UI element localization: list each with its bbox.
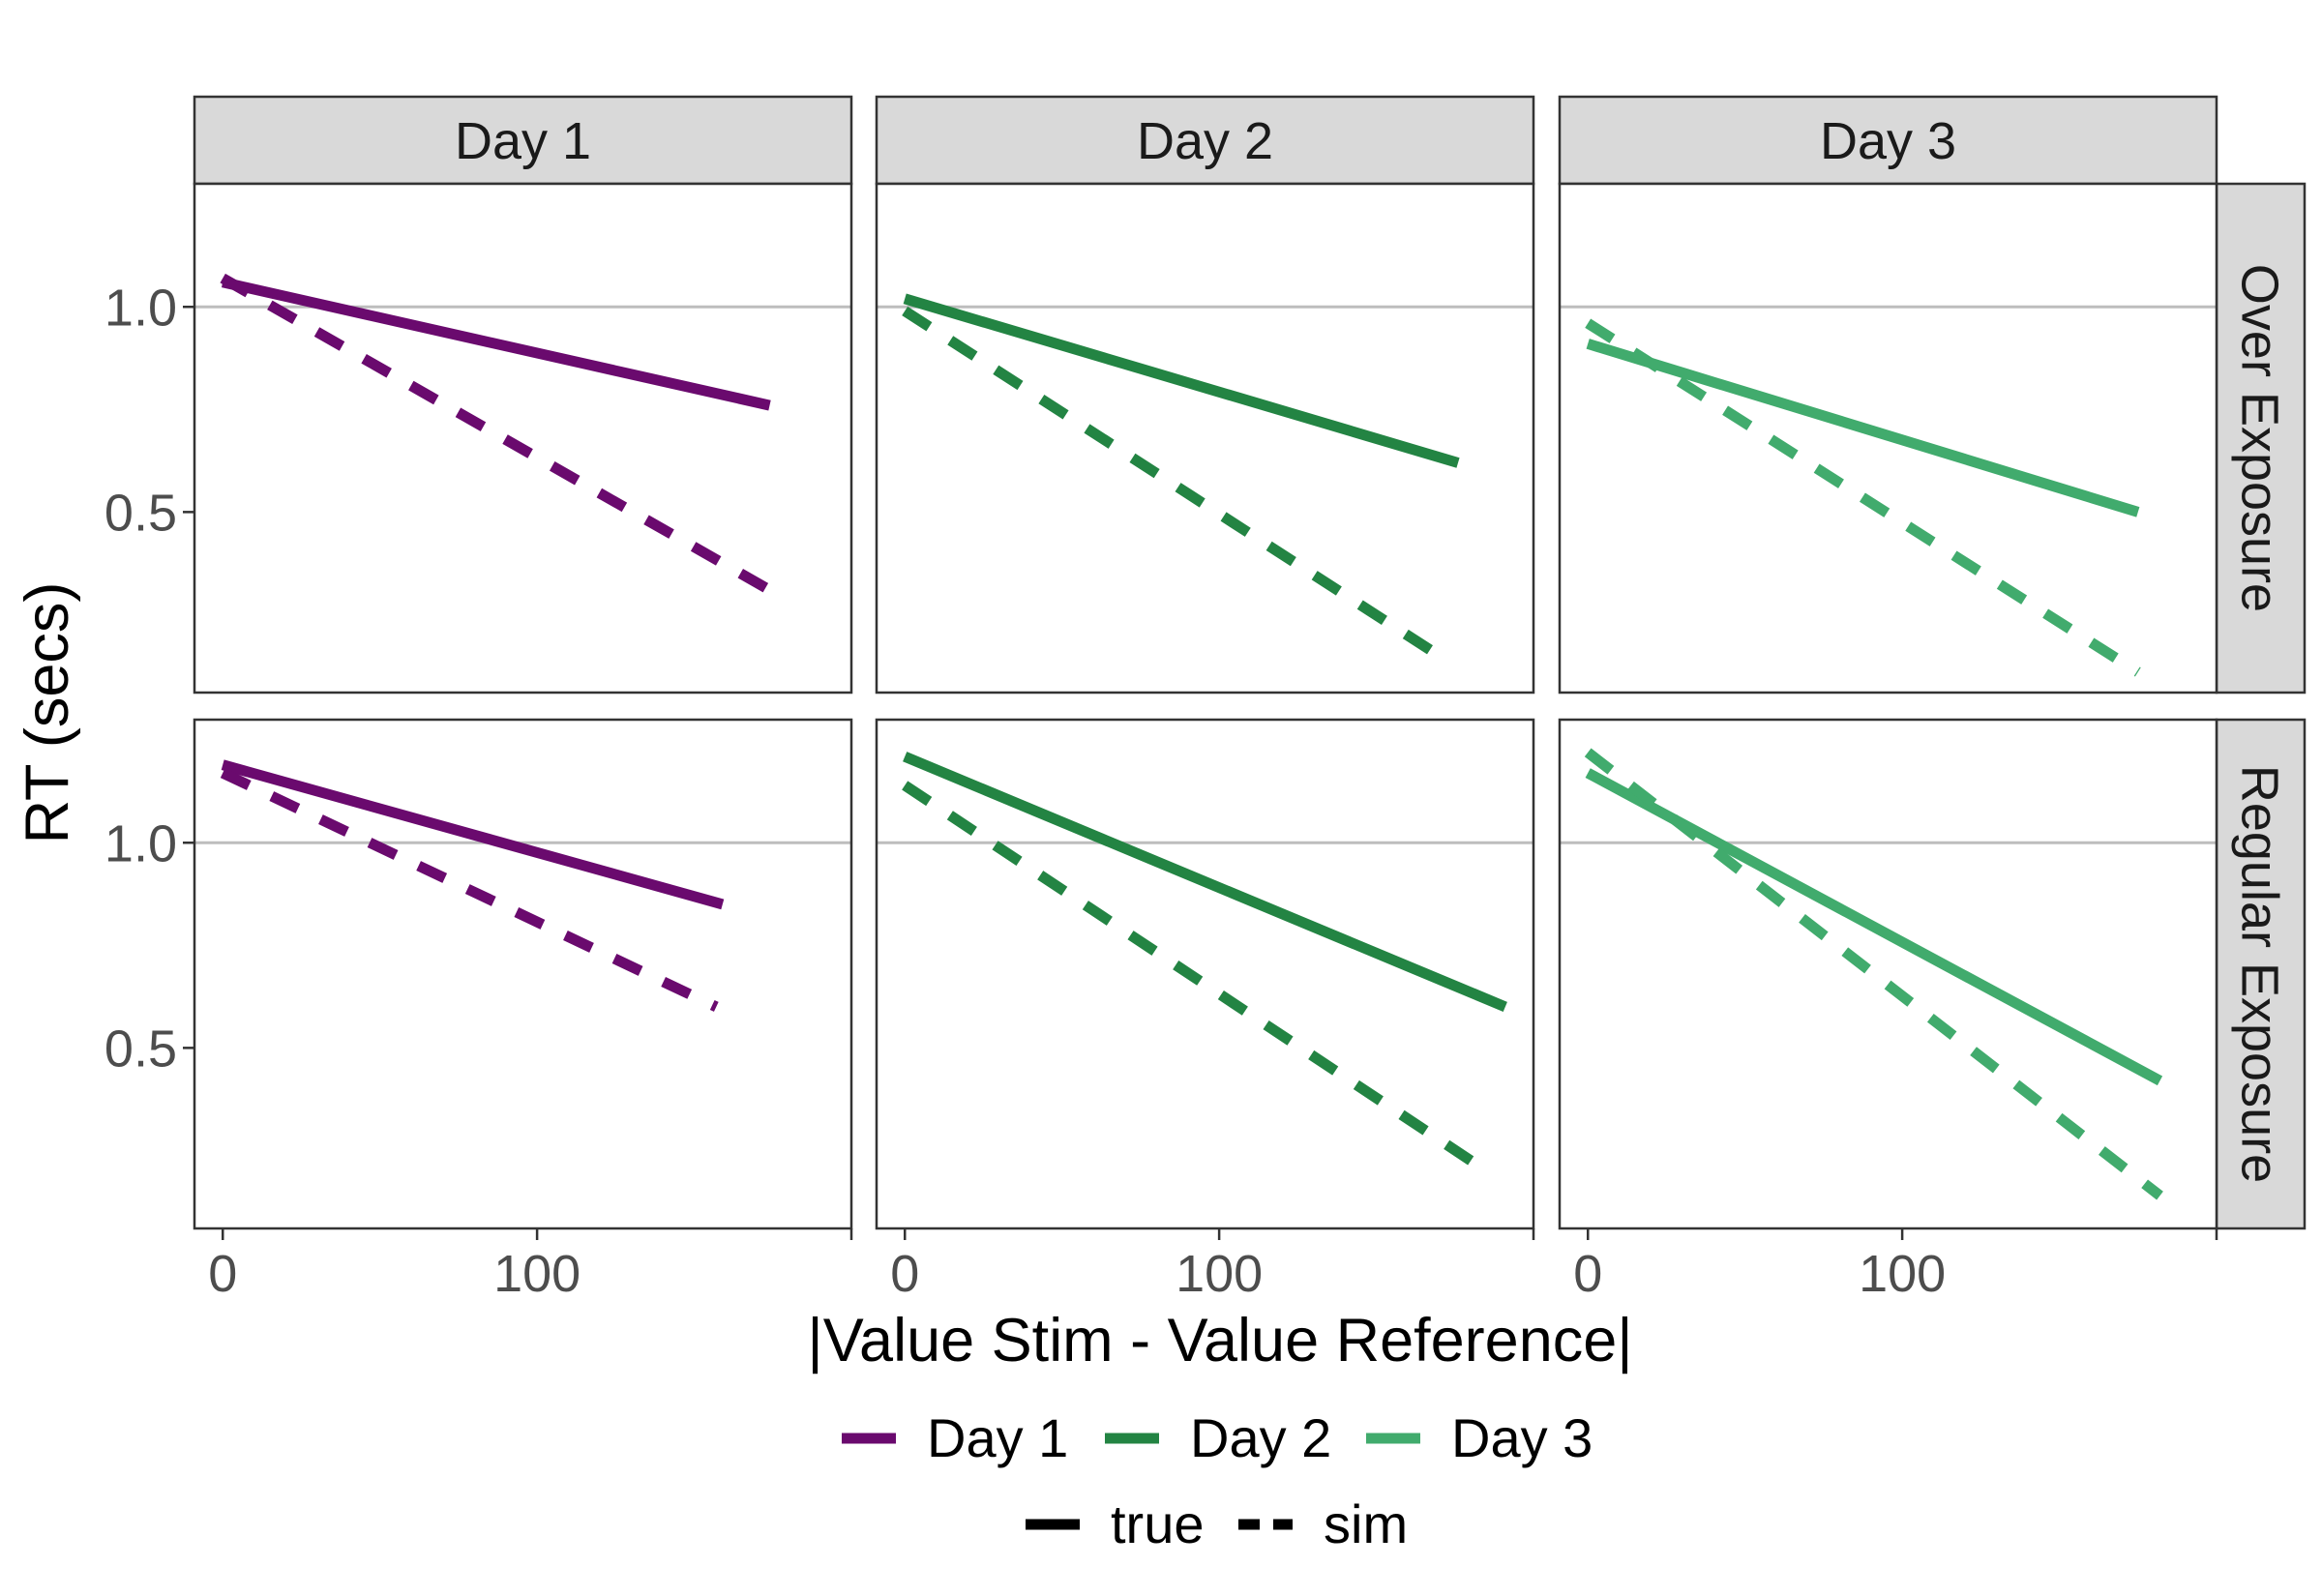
panel-border (1558, 718, 2218, 1230)
x-tick-label: 100 (493, 1245, 580, 1303)
panel-border (1558, 182, 2218, 695)
panel-background (877, 184, 1533, 693)
panel-border (875, 718, 1535, 1230)
series-line-day-2-sim (902, 781, 1490, 1176)
series-line-day-2-true (903, 752, 1507, 1012)
panel-background (1560, 720, 2217, 1228)
strip-over-exposure (2215, 182, 2307, 695)
strip-label-regular-exposure: Regular Exposure (2231, 765, 2289, 1183)
panel-over-exposure-day-2 (875, 182, 1535, 695)
x-tick-label: 0 (1573, 1245, 1602, 1303)
panel-border (193, 718, 853, 1230)
panel-regular-exposure-day-3: 0 100 (1558, 718, 2218, 1303)
panel-over-exposure-day-3 (1558, 182, 2218, 695)
strip-label-day-2: Day 2 (1137, 112, 1273, 170)
strip-label-day-1: Day 1 (455, 112, 591, 170)
legend-label-day-3: Day 3 (1451, 1407, 1593, 1468)
strip-day-2 (875, 95, 1535, 186)
panel-regular-exposure-day-1: 1.0 0.5 0 100 (104, 718, 853, 1303)
legend-label-true: true (1111, 1493, 1205, 1554)
x-axis-title: |Value Stim - Value Reference| (807, 1307, 1632, 1374)
series-line-day-3-true (1586, 339, 2140, 517)
series-line-day-1-sim (220, 768, 719, 1012)
panel-background (194, 720, 851, 1228)
strip-label-over-exposure: Over Exposure (2231, 264, 2289, 612)
y-axis-title: RT (secs) (14, 582, 81, 844)
panel-over-exposure-day-1: 1.0 0.5 (104, 182, 853, 695)
strip-regular-exposure (2215, 718, 2307, 1230)
panel-regular-exposure-day-2: 0 100 (875, 718, 1535, 1303)
series-line-day-2-true (903, 293, 1460, 468)
y-tick-label: 1.0 (104, 279, 177, 337)
y-tick-label: 0.5 (104, 1020, 177, 1078)
series-line-day-1-true (221, 759, 725, 910)
y-tick-label: 0.5 (104, 484, 177, 542)
x-tick-label: 0 (890, 1245, 919, 1303)
x-tick-label: 100 (1176, 1245, 1263, 1303)
strip-day-3 (1558, 95, 2218, 186)
panel-background (194, 184, 851, 693)
legend: Day 1 Day 2 Day 3 true sim (842, 1407, 1593, 1554)
strip-label-day-3: Day 3 (1820, 112, 1956, 170)
panel-border (193, 182, 853, 695)
legend-label-day-2: Day 2 (1190, 1407, 1331, 1468)
series-line-day-3-sim (1584, 748, 2163, 1200)
series-line-day-1-true (221, 277, 771, 411)
x-tick-label: 100 (1859, 1245, 1946, 1303)
x-tick-label: 0 (208, 1245, 237, 1303)
y-tick-label: 1.0 (104, 814, 177, 872)
legend-label-sim: sim (1324, 1493, 1408, 1554)
series-line-day-3-sim (1585, 318, 2141, 677)
strip-day-1 (193, 95, 853, 186)
legend-label-day-1: Day 1 (927, 1407, 1068, 1468)
facet-panels: Day 1 Day 2 Day 3 Over Exposure Regular Expo… (104, 95, 2307, 1303)
panel-border (875, 182, 1535, 695)
